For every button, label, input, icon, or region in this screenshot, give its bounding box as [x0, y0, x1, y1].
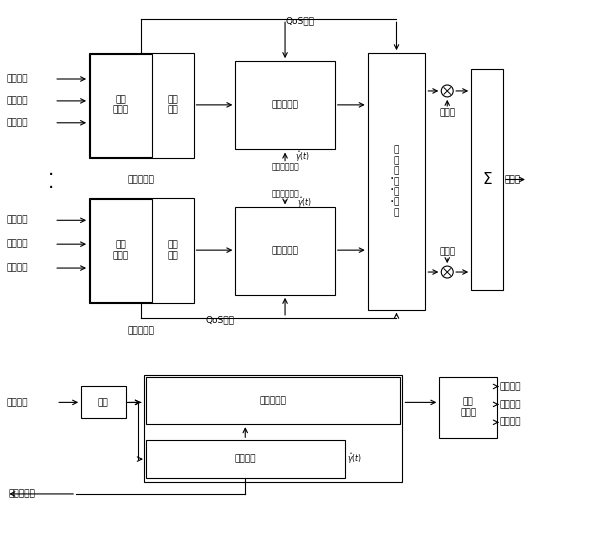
Text: ·: · — [48, 166, 54, 185]
Bar — [89, 198, 193, 303]
Text: 视频业务: 视频业务 — [7, 240, 28, 249]
Text: 信道估计: 信道估计 — [235, 454, 256, 463]
Text: 数据业务: 数据业务 — [7, 119, 28, 127]
Text: 话音业务: 话音业务 — [7, 216, 28, 225]
Bar — [235, 207, 335, 295]
Text: 动
态
信
道
分
配
器: 动 态 信 道 分 配 器 — [394, 146, 399, 217]
Text: 数据业务: 数据业务 — [7, 263, 28, 273]
Text: ·: · — [389, 183, 394, 197]
Text: ·: · — [48, 179, 54, 198]
Bar — [146, 440, 345, 478]
Text: 扩频码: 扩频码 — [439, 248, 455, 257]
Text: 视频业务: 视频业务 — [7, 96, 28, 106]
Text: QoS参数: QoS参数 — [206, 315, 235, 324]
Circle shape — [441, 266, 453, 278]
Text: 话音业务: 话音业务 — [7, 74, 28, 83]
Text: 来自反馈信道: 来自反馈信道 — [271, 189, 299, 198]
Text: 解码调制器: 解码调制器 — [259, 396, 287, 405]
Bar — [439, 377, 497, 438]
Text: 去信道: 去信道 — [505, 175, 521, 184]
Bar — [144, 375, 402, 482]
Text: 视频业务: 视频业务 — [500, 400, 521, 409]
Text: ·: · — [389, 172, 394, 186]
Text: $\hat{\gamma}(t)$: $\hat{\gamma}(t)$ — [297, 195, 312, 210]
Text: 去反馈信道: 去反馈信道 — [8, 490, 35, 499]
Text: 业务
解复用: 业务 解复用 — [460, 397, 476, 417]
Text: $\hat{\gamma}(t)$: $\hat{\gamma}(t)$ — [295, 149, 310, 164]
Text: 话音业务: 话音业务 — [500, 382, 521, 391]
Bar — [471, 69, 503, 290]
Text: QoS参数: QoS参数 — [285, 17, 314, 26]
Bar — [146, 377, 401, 424]
Text: 扩频码: 扩频码 — [439, 108, 455, 117]
Text: 编码调制器: 编码调制器 — [272, 101, 298, 110]
Bar — [81, 386, 126, 418]
Bar — [368, 53, 426, 310]
Text: 数据
比特: 数据 比特 — [167, 95, 178, 115]
Text: 解扩: 解扩 — [98, 398, 108, 407]
Text: （用户１）: （用户１） — [127, 175, 154, 184]
Text: 业务
复用器: 业务 复用器 — [113, 95, 129, 115]
Text: 业务
复用器: 业务 复用器 — [113, 240, 129, 260]
Text: 数据
比特: 数据 比特 — [167, 240, 178, 260]
Text: （用户ｎ）: （用户ｎ） — [127, 326, 154, 335]
Text: 编码调制器: 编码调制器 — [272, 247, 298, 255]
Text: 来自反馈信道: 来自反馈信道 — [271, 162, 299, 171]
Bar — [89, 53, 193, 158]
Text: ·: · — [389, 196, 394, 210]
Circle shape — [441, 85, 453, 97]
Text: 数据业务: 数据业务 — [500, 418, 521, 427]
Bar — [235, 61, 335, 149]
Text: Σ: Σ — [482, 172, 492, 187]
Bar — [90, 200, 152, 302]
Text: $\hat{\gamma}(t)$: $\hat{\gamma}(t)$ — [347, 452, 362, 466]
Text: 来自信道: 来自信道 — [7, 398, 28, 407]
Bar — [90, 54, 152, 157]
